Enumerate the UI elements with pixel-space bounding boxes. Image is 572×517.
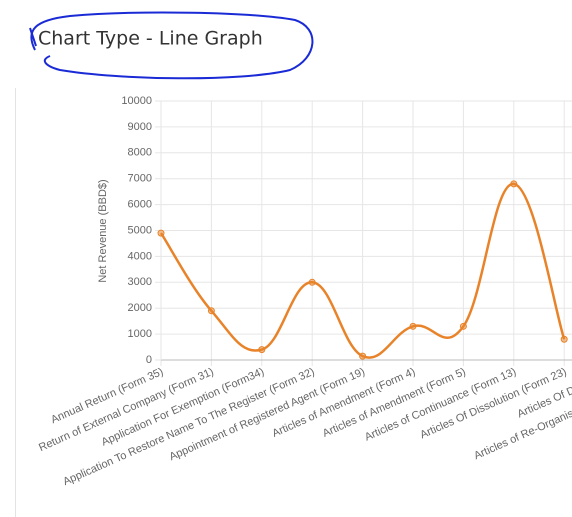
point xyxy=(560,335,568,343)
y-tick-label: 10000 xyxy=(121,95,152,107)
chart-title: Chart Type - Line Graph xyxy=(38,28,263,50)
highlight-stroke xyxy=(29,27,37,47)
y-tick-label: 9000 xyxy=(128,121,152,133)
y-tick-label: 6000 xyxy=(128,199,152,211)
y-tick-label: 8000 xyxy=(128,147,152,159)
point xyxy=(207,307,215,315)
highlight-ellipse xyxy=(30,11,314,80)
y-tick-label: 2000 xyxy=(128,302,152,314)
point xyxy=(308,278,316,286)
y-tick-label: 4000 xyxy=(128,250,152,262)
point xyxy=(258,346,266,354)
point xyxy=(459,322,467,330)
point xyxy=(510,180,518,188)
y-tick-label: 0 xyxy=(146,354,152,366)
y-tick-label: 5000 xyxy=(128,224,152,236)
point xyxy=(359,352,367,360)
y-tick-label: 7000 xyxy=(128,173,152,185)
y-tick-label: 1000 xyxy=(128,328,152,340)
y-tick-label: 3000 xyxy=(128,276,152,288)
point xyxy=(409,322,417,330)
point xyxy=(157,229,165,237)
y-axis-label: Net Revenue (BBD$) xyxy=(97,179,109,282)
